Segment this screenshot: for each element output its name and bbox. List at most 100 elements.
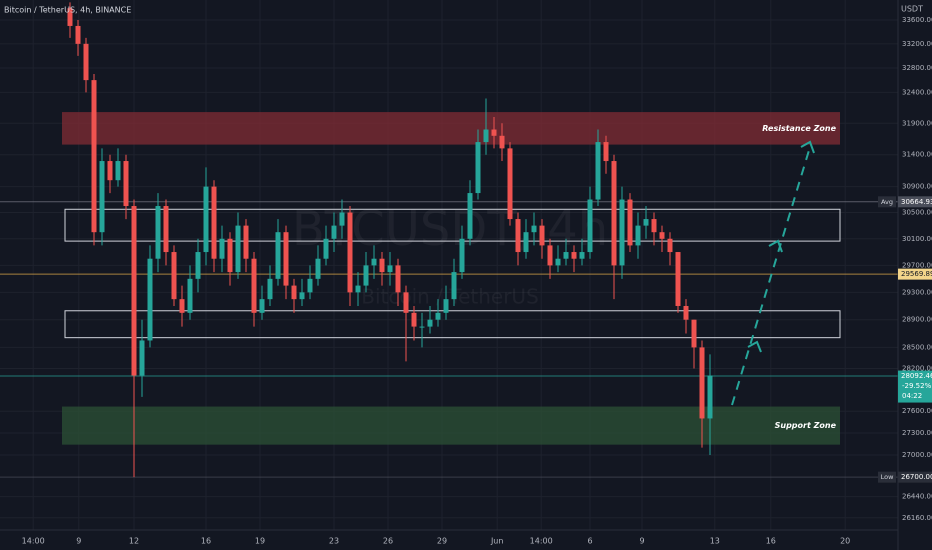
- candle-body: [67, 8, 73, 26]
- x-tick-label: 9: [639, 537, 644, 546]
- tag-box: [878, 196, 896, 208]
- candle-body: [667, 238, 673, 253]
- y-tick-label: 28900.00: [902, 316, 932, 324]
- x-tick-label: 16: [201, 537, 211, 546]
- candle-body: [451, 272, 457, 300]
- zone-label: Support Zone: [775, 421, 837, 430]
- candle-body: [547, 245, 553, 266]
- price-box: [898, 471, 932, 483]
- x-tick-label: Jun: [490, 537, 504, 546]
- price-box-label: 29569.89: [901, 270, 932, 278]
- y-tick-label: 31900.00: [902, 119, 932, 127]
- candle-body: [699, 347, 705, 419]
- candle-body: [131, 206, 137, 376]
- candle-body: [515, 219, 521, 253]
- zone: [62, 406, 840, 445]
- y-tick-label: 33200.00: [902, 40, 932, 48]
- y-tick-label: 30900.00: [902, 183, 932, 191]
- x-tick-label: 12: [129, 537, 139, 546]
- candle-body: [707, 375, 713, 419]
- candle-body: [435, 312, 441, 320]
- candle-body: [403, 292, 409, 313]
- price-box: [898, 268, 932, 280]
- candle-body: [75, 25, 81, 44]
- candle-body: [491, 129, 497, 136]
- x-tick-label: 9: [76, 537, 81, 546]
- candle-body: [123, 161, 129, 207]
- y-tick-label: 27000.00: [902, 451, 932, 459]
- candle-body: [371, 258, 377, 266]
- candle-body: [267, 278, 273, 300]
- price-box-label: 30664.93: [901, 198, 932, 206]
- candle-body: [659, 232, 665, 239]
- price-box-label: 26700.00: [901, 473, 932, 481]
- candle-body: [219, 238, 225, 259]
- y-tick-label: 27300.00: [902, 429, 932, 437]
- candle-body: [571, 252, 577, 259]
- candle-body: [563, 252, 569, 259]
- candle-body: [299, 292, 305, 300]
- x-tick-label: 26: [383, 537, 393, 546]
- candle-body: [395, 265, 401, 293]
- x-tick-label: 23: [329, 537, 339, 546]
- x-tick-label: 16: [766, 537, 776, 546]
- candle-body: [467, 193, 473, 239]
- candle-body: [235, 225, 241, 273]
- tag-box: [878, 471, 896, 483]
- candle-body: [651, 219, 657, 233]
- projection-arrow: [731, 140, 815, 406]
- candle-body: [419, 326, 425, 328]
- candle-body: [475, 142, 481, 194]
- x-tick-label: 6: [587, 537, 592, 546]
- price-box: [898, 196, 932, 208]
- candle-body: [315, 258, 321, 279]
- candle-body: [107, 161, 113, 181]
- tag-label: Low: [881, 473, 894, 481]
- candle-body: [691, 319, 697, 348]
- candle-body: [507, 148, 513, 220]
- x-tick-label: 14:00: [22, 537, 45, 546]
- candles: [67, 2, 713, 478]
- y-tick-label: 32800.00: [902, 64, 932, 72]
- candle-body: [195, 252, 201, 279]
- currency-label: USDT: [901, 5, 923, 14]
- candle-body: [499, 135, 505, 149]
- candle-body: [163, 206, 169, 253]
- candle-body: [427, 319, 433, 327]
- range-box: [64, 208, 841, 242]
- candle-body: [675, 252, 681, 306]
- y-tick-label: 29300.00: [902, 288, 932, 296]
- candle-body: [627, 199, 633, 246]
- y-tick-label: 27600.00: [902, 407, 932, 415]
- y-tick-label: 26440.00: [902, 493, 932, 501]
- change-label: -29.52%: [902, 382, 932, 390]
- candle-body: [227, 238, 233, 273]
- candle-body: [283, 232, 289, 286]
- candle-body: [363, 265, 369, 286]
- candle-body: [483, 129, 489, 143]
- candle-body: [323, 238, 329, 259]
- candle-body: [459, 238, 465, 273]
- candle-body: [83, 43, 89, 81]
- watermark: BTCUSDT, 4h: [292, 201, 608, 257]
- candle-body: [531, 225, 537, 233]
- candle-body: [619, 199, 625, 266]
- candle-body: [643, 219, 649, 226]
- arrowhead: [747, 340, 762, 353]
- arrowhead: [800, 140, 815, 154]
- tag-label: Avg: [881, 198, 893, 206]
- candle-body: [139, 340, 145, 376]
- candle-body: [355, 285, 361, 293]
- candle-body: [251, 258, 257, 313]
- countdown-label: 04:22: [902, 392, 922, 400]
- candle-body: [147, 258, 153, 341]
- candle-body: [331, 225, 337, 239]
- candle-body: [635, 225, 641, 246]
- candle-body: [387, 265, 393, 273]
- x-tick-label: 20: [840, 537, 850, 546]
- watermark-sub: Bitcoin / TetherUS: [361, 285, 539, 309]
- y-tick-label: 28200.00: [902, 364, 932, 372]
- x-tick-label: 29: [437, 537, 447, 546]
